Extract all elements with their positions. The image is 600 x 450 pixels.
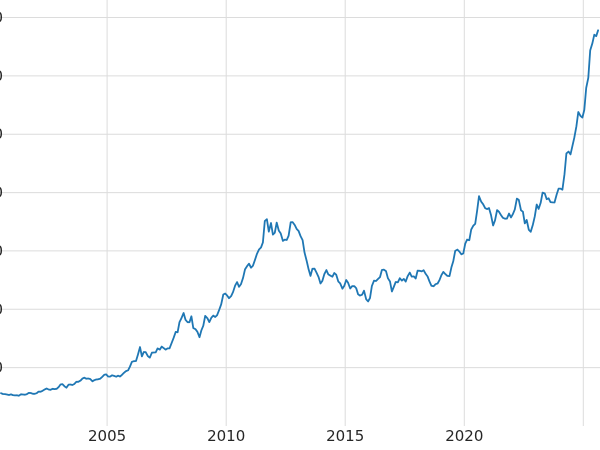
- y-tick-label: 3,000: [0, 67, 3, 85]
- y-tick-label: 1,500: [0, 242, 3, 260]
- y-tick-label: 2,500: [0, 125, 3, 143]
- y-tick-label: 2,000: [0, 184, 3, 202]
- y-tick-label: 3,500: [0, 9, 3, 27]
- price-line: [0, 29, 599, 397]
- y-tick-label: 500: [0, 359, 3, 377]
- x-tick-label: 2015: [326, 427, 364, 445]
- x-tick-label: 2005: [88, 427, 126, 445]
- axis-labels: 2005 2010 2015 2020 500 1,000 1,500 2,000 2,500 3…: [0, 9, 483, 446]
- series-lines: [0, 29, 599, 397]
- x-tick-label: 2010: [207, 427, 245, 445]
- x-tick-label: 2020: [445, 427, 483, 445]
- y-tick-label: 1,000: [0, 300, 3, 318]
- grid-lines: [0, 0, 600, 426]
